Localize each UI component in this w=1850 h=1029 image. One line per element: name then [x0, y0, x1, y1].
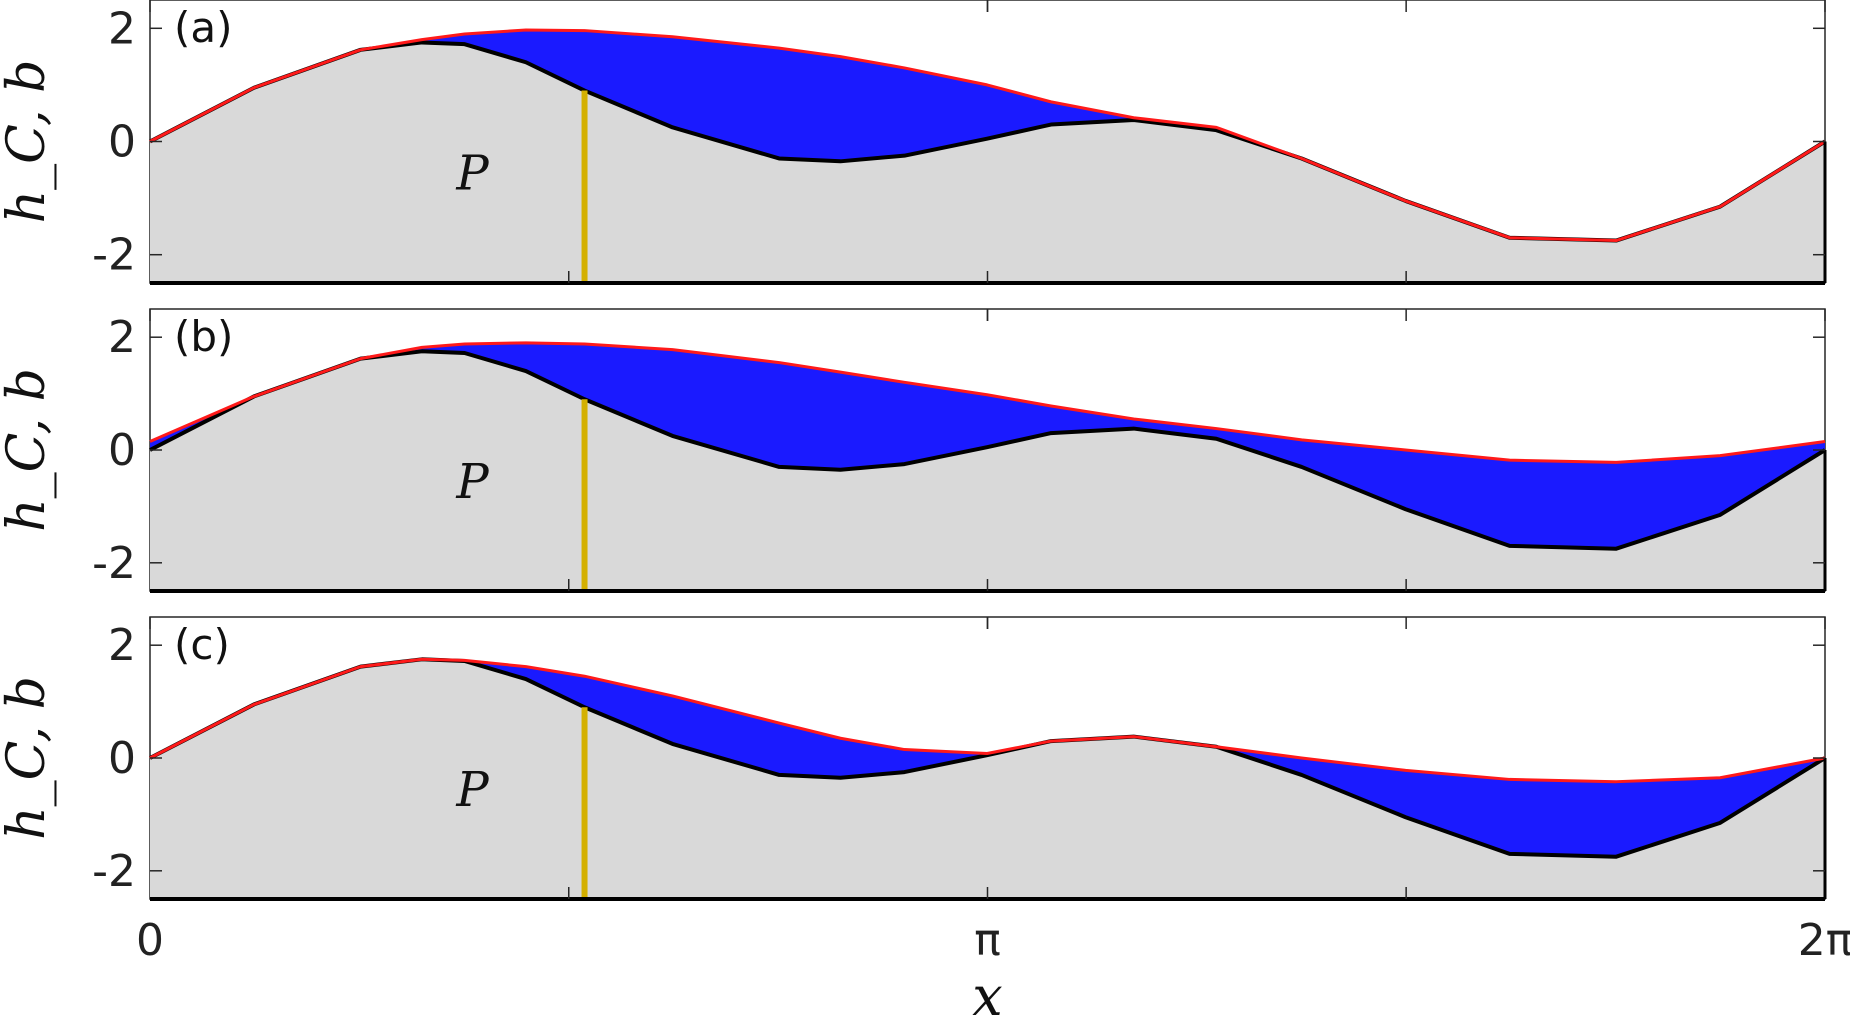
x-tick-label-2: 2π	[1798, 915, 1850, 966]
y-tick-label-2-1: 0	[108, 425, 136, 476]
y-tick-label-3-0: -2	[92, 846, 136, 897]
surface-line-3	[149, 657, 1826, 784]
water-region-3	[150, 659, 1825, 857]
y-tick-label-2-2: 2	[108, 312, 136, 363]
bed-line-2	[149, 349, 1827, 551]
region-label-p-3: P	[455, 762, 489, 818]
y-axis-label-3: h_C, b	[0, 676, 57, 840]
panel-label-2: (b)	[174, 312, 233, 361]
y-tick-label-1-2: 2	[108, 3, 136, 54]
surface-line-2	[149, 341, 1826, 464]
y-tick-label-1-1: 0	[108, 117, 136, 168]
bed-region-1	[150, 42, 1825, 284]
y-axis-label-2: h_C, b	[0, 368, 57, 532]
x-tick-label-0: 0	[136, 915, 164, 966]
y-axis-label-1: h_C, b	[0, 60, 57, 224]
bed-region-2	[150, 351, 1825, 591]
y-tick-label-3-2: 2	[108, 620, 136, 671]
panel-label-1: (a)	[174, 3, 233, 52]
surface-line-1	[149, 28, 1826, 243]
x-axis-label: x	[972, 965, 1002, 1028]
panel-label-3: (c)	[174, 620, 230, 669]
bed-region-3	[150, 659, 1825, 899]
region-label-p-1: P	[455, 146, 489, 202]
y-tick-label-2-0: -2	[92, 538, 136, 589]
y-tick-label-3-1: 0	[108, 733, 136, 784]
x-tick-label-1: π	[974, 915, 1001, 966]
region-label-p-2: P	[455, 454, 489, 510]
y-tick-label-1-0: -2	[92, 230, 136, 281]
